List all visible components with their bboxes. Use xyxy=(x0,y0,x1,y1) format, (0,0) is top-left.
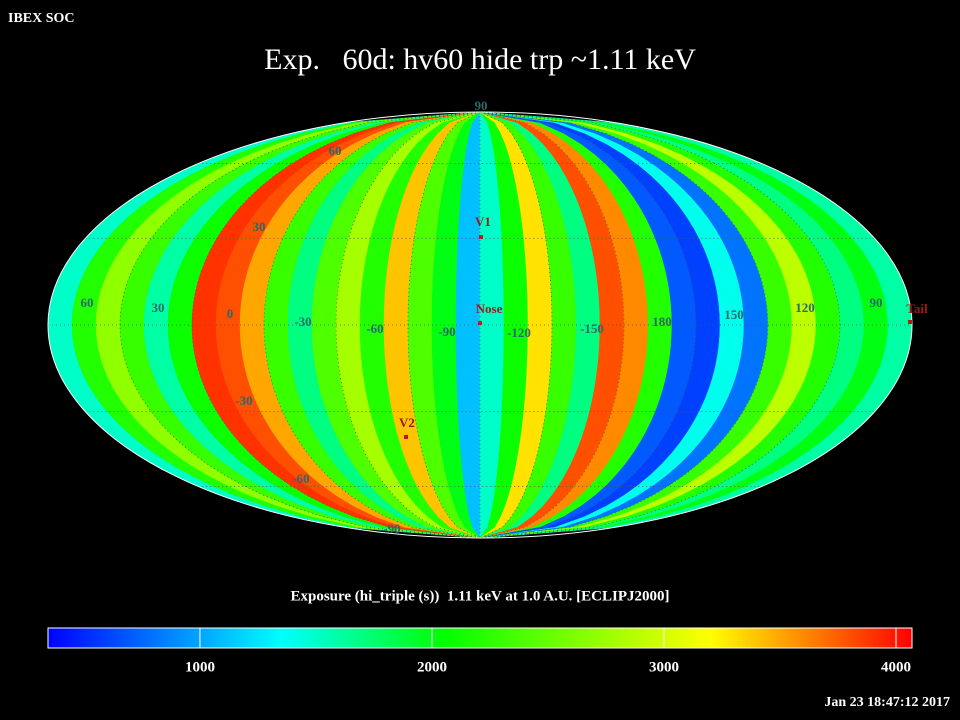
object-marker xyxy=(908,320,912,324)
map-outline xyxy=(47,111,913,539)
title: Exp. 60d: hv60 hide trp ~1.11 keV xyxy=(264,43,696,76)
object-label: Nose xyxy=(476,301,503,316)
grid-label: -90 xyxy=(383,521,400,536)
colorbar-tick-label: 1000 xyxy=(185,659,215,675)
grid-label: 90 xyxy=(870,295,883,310)
timestamp: Jan 23 18:47:12 2017 xyxy=(824,695,950,710)
colorbar-title: Exposure (hi_triple (s)) 1.11 keV at 1.0… xyxy=(290,588,669,604)
meridian xyxy=(191,111,481,539)
object-label: V1 xyxy=(475,214,491,229)
colorbar xyxy=(47,627,913,649)
grid-label: -30 xyxy=(294,314,311,329)
grid-label: 120 xyxy=(795,300,815,315)
grid-label: 60 xyxy=(329,143,342,158)
object-marker xyxy=(478,321,482,325)
grid-label: 30 xyxy=(253,219,266,234)
grid-label: -60 xyxy=(292,471,309,486)
object-label: V2 xyxy=(399,415,415,430)
grid-label: 30 xyxy=(152,300,165,315)
header-label: IBEX SOC xyxy=(8,11,75,26)
meridian xyxy=(119,111,481,539)
meridian xyxy=(479,111,841,539)
grid-label: 60 xyxy=(81,295,94,310)
colorbar-tick-label: 2000 xyxy=(417,659,447,675)
grid-label: 180 xyxy=(652,314,672,329)
object-marker xyxy=(404,435,408,439)
grid-label: 0 xyxy=(227,306,234,321)
meridian xyxy=(407,111,481,539)
object-label: Tail xyxy=(906,301,928,316)
grid-label: 150 xyxy=(724,307,744,322)
grid-label: -150 xyxy=(580,321,604,336)
meridian xyxy=(479,111,769,539)
meridian xyxy=(479,111,553,539)
object-marker xyxy=(479,235,483,239)
grid-label: -60 xyxy=(366,321,383,336)
colorbar-tick-label: 4000 xyxy=(881,659,911,675)
grid-label: -30 xyxy=(235,393,252,408)
colorbar-tick-label: 3000 xyxy=(649,659,679,675)
grid-label: -90 xyxy=(438,324,455,339)
grid-label: 90 xyxy=(475,98,488,113)
grid-label: -120 xyxy=(507,325,531,340)
